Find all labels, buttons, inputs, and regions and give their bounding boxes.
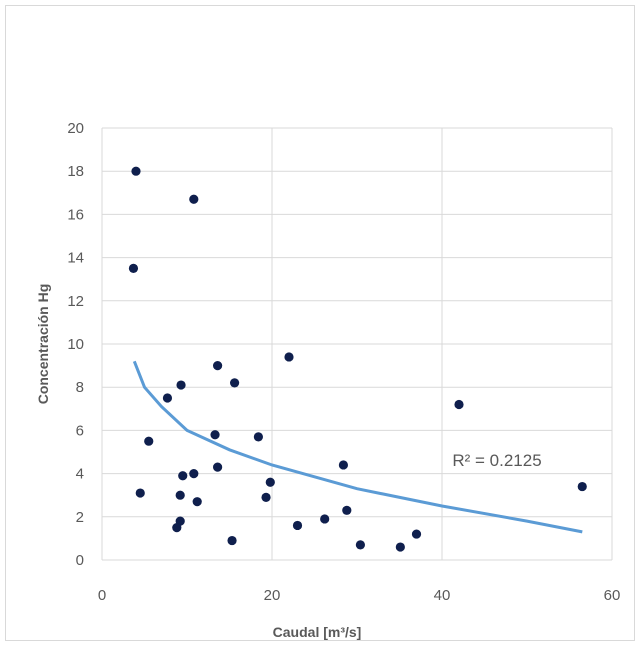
data-point (284, 352, 294, 362)
data-point (292, 520, 303, 531)
y-tick-label: 8 (76, 379, 84, 396)
data-point (395, 542, 405, 552)
data-points (128, 166, 587, 552)
r-squared-label: R² = 0.2125 (452, 451, 541, 470)
x-axis-title: Caudal [m³/s] (273, 624, 362, 640)
data-point (355, 540, 365, 550)
data-point (178, 471, 188, 481)
data-point (192, 497, 202, 507)
trendline (132, 360, 583, 534)
x-tick-label: 20 (264, 587, 281, 604)
y-tick-label: 4 (76, 466, 84, 483)
data-point (213, 361, 223, 371)
data-point (162, 393, 173, 403)
data-point (577, 481, 587, 492)
y-tick-label: 14 (67, 250, 84, 267)
data-point (342, 505, 352, 515)
y-tick-label: 16 (67, 206, 84, 223)
data-point (320, 514, 330, 524)
data-point (210, 430, 220, 440)
data-point (175, 490, 185, 500)
y-tick-label: 2 (76, 509, 84, 526)
gridlines (102, 127, 613, 560)
data-point (213, 462, 223, 472)
y-tick-label: 20 (67, 120, 84, 137)
x-tick-label: 0 (98, 587, 106, 604)
data-point (135, 488, 145, 498)
data-point (189, 194, 199, 204)
y-tick-label: 0 (76, 552, 84, 569)
axes: 0 2 4 6 8 10 12 14 16 18 20 0 20 40 60 (67, 120, 620, 604)
data-point (128, 263, 139, 273)
x-tick-label: 40 (434, 587, 451, 604)
data-point (189, 469, 199, 479)
data-point (265, 477, 275, 487)
y-tick-label: 12 (67, 293, 84, 310)
y-tick-label: 6 (76, 422, 84, 439)
data-point (230, 378, 240, 388)
data-point (411, 529, 422, 539)
data-point (176, 380, 186, 390)
data-point (172, 523, 182, 533)
data-point (144, 436, 154, 446)
data-point (227, 535, 237, 546)
y-tick-label: 18 (67, 163, 84, 180)
x-tick-label: 60 (604, 587, 621, 604)
y-tick-label: 10 (67, 336, 84, 353)
data-point (131, 166, 141, 176)
data-point (338, 460, 348, 470)
y-axis-title: Concentración Hg (35, 284, 51, 405)
data-point (454, 399, 464, 410)
data-point (261, 492, 271, 502)
data-point (253, 432, 263, 442)
chart-area (5, 5, 635, 641)
